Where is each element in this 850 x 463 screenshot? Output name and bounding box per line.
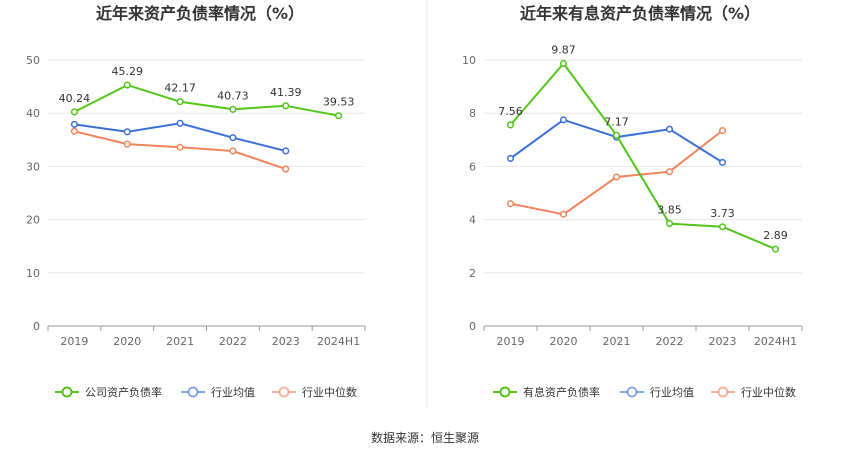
data-point-avg[interactable] (176, 119, 184, 127)
legend-item-avg[interactable]: 行业均值 (181, 386, 255, 399)
x-tick-label: 2022 (656, 335, 684, 348)
data-point-median[interactable] (506, 200, 515, 208)
series-line-company (73, 84, 339, 117)
data-point-avg[interactable] (70, 120, 78, 128)
legend-label: 行业均值 (211, 386, 255, 399)
x-tick-label: 2021 (603, 335, 631, 348)
x-tick-label: 2024H1 (754, 335, 797, 348)
x-tick-label: 2023 (272, 335, 300, 348)
legend-swatch-marker (717, 386, 729, 398)
data-label: 40.24 (59, 92, 91, 105)
x-tick-label: 2019 (60, 335, 88, 348)
data-source-note: 数据来源：恒生聚源 (371, 430, 479, 445)
legend-item-company[interactable]: 有息资产负债率 (493, 385, 600, 399)
data-point-median[interactable] (123, 140, 131, 148)
series-line-company (509, 62, 776, 251)
legend-label: 有息资产负债率 (523, 385, 600, 399)
y-tick-label: 50 (26, 54, 40, 67)
data-label: 41.39 (270, 86, 302, 99)
y-tick-label: 40 (26, 107, 40, 120)
data-point-avg[interactable] (718, 158, 727, 166)
legend-label: 公司资产负债率 (85, 385, 162, 399)
data-point-avg[interactable] (123, 128, 131, 136)
data-point-median[interactable] (665, 168, 674, 176)
data-label: 7.56 (498, 105, 523, 118)
legend-item-company[interactable]: 公司资产负债率 (55, 385, 162, 399)
y-tick-label: 0 (33, 320, 40, 333)
y-tick-label: 10 (26, 267, 40, 280)
data-point-company[interactable] (282, 102, 290, 110)
data-point-company[interactable] (70, 108, 78, 116)
data-point-median[interactable] (176, 143, 184, 151)
data-label: 45.29 (112, 65, 144, 78)
data-label: 7.17 (604, 115, 629, 128)
data-point-avg[interactable] (559, 116, 568, 124)
data-point-company[interactable] (771, 245, 780, 253)
legend-swatch-marker (626, 386, 638, 398)
data-point-avg[interactable] (506, 154, 515, 162)
data-point-median[interactable] (718, 126, 727, 135)
data-point-company[interactable] (559, 59, 568, 68)
x-tick-label: 2023 (709, 335, 737, 348)
data-label: 3.73 (710, 207, 735, 220)
legend-item-median[interactable]: 行业中位数 (711, 385, 796, 399)
y-tick-label: 0 (469, 320, 476, 333)
data-point-median[interactable] (229, 147, 237, 155)
data-point-avg[interactable] (665, 125, 674, 133)
data-point-company[interactable] (718, 223, 727, 231)
y-tick-label: 2 (469, 267, 476, 280)
x-tick-label: 2020 (550, 335, 578, 348)
data-point-company[interactable] (665, 220, 674, 228)
data-point-company[interactable] (612, 131, 621, 139)
x-tick-label: 2022 (219, 335, 247, 348)
y-tick-label: 8 (469, 107, 476, 120)
x-tick-label: 2020 (113, 335, 141, 348)
data-point-company[interactable] (335, 112, 343, 120)
data-point-company[interactable] (229, 105, 237, 113)
legend-label: 行业均值 (650, 386, 694, 399)
legend-swatch-marker (278, 386, 290, 398)
data-point-company[interactable] (506, 121, 515, 129)
legend-swatch-marker (499, 386, 511, 398)
data-point-median[interactable] (282, 165, 290, 173)
data-point-company[interactable] (123, 81, 131, 89)
legend-item-avg[interactable]: 行业均值 (620, 386, 694, 399)
chart-title: 近年来资产负债率情况（%） (96, 4, 304, 23)
data-point-avg[interactable] (229, 134, 237, 142)
x-tick-label: 2024H1 (317, 335, 360, 348)
data-label: 9.87 (551, 43, 576, 56)
data-point-company[interactable] (176, 98, 184, 106)
data-label: 40.73 (217, 89, 249, 102)
x-tick-label: 2019 (497, 335, 525, 348)
legend-label: 行业中位数 (302, 385, 357, 399)
y-tick-label: 20 (26, 214, 40, 227)
y-tick-label: 10 (462, 54, 476, 67)
legend-swatch-marker (187, 386, 199, 398)
legend-label: 行业中位数 (741, 385, 796, 399)
y-tick-label: 4 (469, 214, 476, 227)
data-label: 3.85 (657, 204, 682, 217)
data-point-avg[interactable] (282, 147, 290, 155)
data-label: 39.53 (323, 96, 355, 109)
chart-panel-2: 近年来有息资产负债率情况（%） 0 2 4 6 8 10 2019 2020 2021 2022 20… (462, 4, 803, 399)
y-tick-label: 6 (469, 160, 476, 173)
data-point-median[interactable] (612, 173, 621, 181)
y-tick-label: 30 (26, 160, 40, 173)
data-point-median[interactable] (70, 127, 78, 135)
legend-item-median[interactable]: 行业中位数 (272, 385, 357, 399)
chart-title: 近年来有息资产负债率情况（%） (520, 4, 760, 23)
legend-swatch-marker (61, 386, 73, 398)
data-label: 42.17 (164, 82, 196, 95)
x-tick-label: 2021 (166, 335, 194, 348)
chart-panel-1: 近年来资产负债率情况（%） 0 10 20 30 40 50 2019 2020 2021 2022… (26, 4, 366, 399)
data-point-median[interactable] (559, 210, 568, 218)
data-label: 2.89 (763, 229, 788, 242)
